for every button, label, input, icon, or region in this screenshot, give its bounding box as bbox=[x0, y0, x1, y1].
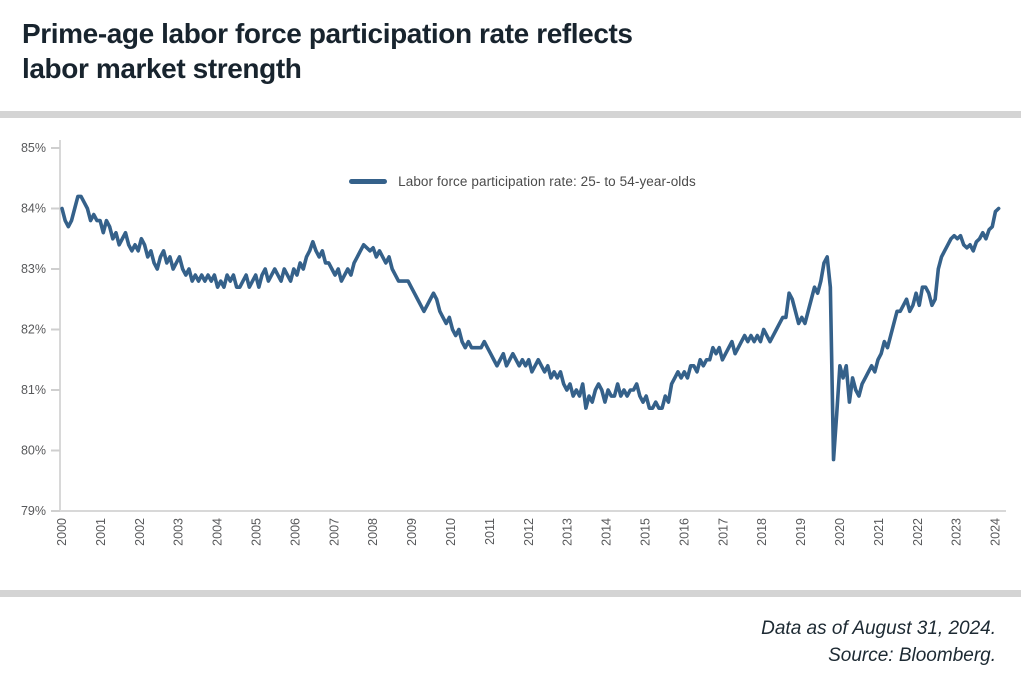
x-axis-label: 2021 bbox=[872, 518, 886, 546]
x-axis-label: 2016 bbox=[677, 518, 691, 546]
x-axis-label: 2012 bbox=[522, 518, 536, 546]
bottom-divider bbox=[0, 590, 1021, 597]
x-axis-label: 2022 bbox=[911, 518, 925, 546]
chart-legend: Labor force participation rate: 25- to 5… bbox=[12, 174, 1021, 189]
lfpr-series-line bbox=[60, 194, 1001, 462]
x-axis-label: 2024 bbox=[989, 518, 1003, 546]
x-axis-label: 2023 bbox=[950, 518, 964, 546]
y-axis-label: 79% bbox=[21, 504, 46, 518]
x-axis-label: 2017 bbox=[716, 518, 730, 546]
x-axis-label: 2006 bbox=[288, 518, 302, 546]
chart-footer: Data as of August 31, 2024. Source: Bloo… bbox=[761, 615, 996, 669]
x-axis-label: 2018 bbox=[755, 518, 769, 546]
chart-title-line-1: Prime-age labor force participation rate… bbox=[22, 18, 633, 49]
y-axis-label: 83% bbox=[21, 262, 46, 276]
x-axis-label: 2011 bbox=[483, 518, 497, 545]
x-axis-label: 2007 bbox=[327, 518, 341, 546]
top-divider bbox=[0, 111, 1021, 118]
x-axis-label: 2002 bbox=[133, 518, 147, 546]
x-axis-label: 2000 bbox=[55, 518, 69, 546]
chart-title: Prime-age labor force participation rate… bbox=[22, 16, 633, 86]
x-axis-label: 2019 bbox=[794, 518, 808, 546]
data-as-of-note: Data as of August 31, 2024. bbox=[761, 618, 996, 639]
chart-title-line-2: labor market strength bbox=[22, 53, 302, 84]
x-axis-label: 2008 bbox=[366, 518, 380, 546]
y-axis-label: 84% bbox=[21, 202, 46, 216]
x-axis-label: 2015 bbox=[639, 518, 653, 546]
legend-label: Labor force participation rate: 25- to 5… bbox=[398, 174, 696, 189]
x-axis-label: 2009 bbox=[405, 518, 419, 546]
x-axis-label: 2013 bbox=[561, 518, 575, 546]
y-axis-label: 80% bbox=[21, 444, 46, 458]
x-axis-label: 2020 bbox=[833, 518, 847, 546]
x-axis-label: 2010 bbox=[444, 518, 458, 546]
y-axis-label: 85% bbox=[21, 141, 46, 155]
y-axis-label: 81% bbox=[21, 383, 46, 397]
x-axis-label: 2001 bbox=[94, 518, 108, 546]
y-axis-label: 82% bbox=[21, 323, 46, 337]
x-axis-label: 2005 bbox=[250, 518, 264, 546]
x-axis-label: 2014 bbox=[600, 518, 614, 546]
x-axis-label: 2004 bbox=[211, 518, 225, 546]
legend-line-swatch bbox=[349, 179, 388, 184]
x-axis-label: 2003 bbox=[172, 518, 186, 546]
source-note: Source: Bloomberg. bbox=[828, 645, 996, 666]
